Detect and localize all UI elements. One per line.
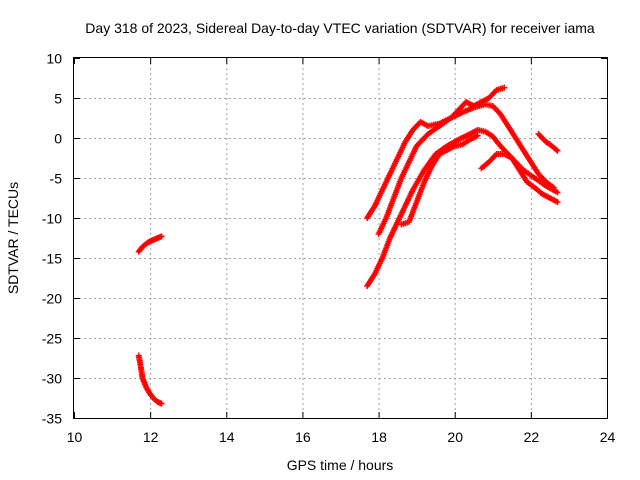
- grid: [74, 58, 607, 418]
- x-tick-label: 10: [67, 429, 83, 445]
- data-marks: [135, 84, 561, 407]
- series-arc-8: [535, 131, 561, 154]
- y-tick-label: -20: [42, 291, 62, 307]
- y-tick-label: 10: [46, 51, 62, 67]
- x-tick-label: 22: [524, 429, 540, 445]
- axis-ticks: 10 12 14 16 18 20 22 24 -35 -30 -25 -20 -15 -10 -5 0 5 10: [42, 51, 616, 446]
- y-tick-label: -15: [42, 251, 62, 267]
- series-arc-1: [135, 233, 165, 255]
- x-axis-label: GPS time / hours: [287, 457, 394, 473]
- data-point: [501, 84, 508, 91]
- data-point: [554, 199, 561, 205]
- y-tick-label: 0: [54, 131, 62, 147]
- series-arc-5: [375, 84, 508, 237]
- series-arc-7: [478, 151, 561, 205]
- series-arc-2: [135, 352, 165, 407]
- data-point: [158, 233, 165, 240]
- x-tick-label: 20: [447, 429, 463, 445]
- data-point: [158, 400, 165, 407]
- y-tick-label: -30: [42, 371, 62, 387]
- data-point: [554, 147, 561, 154]
- x-tick-label: 24: [600, 429, 616, 445]
- data-point: [474, 132, 481, 139]
- x-tick-label: 12: [143, 429, 159, 445]
- chart-title: Day 318 of 2023, Sidereal Day-to-day VTE…: [85, 20, 595, 36]
- y-tick-label: -10: [42, 211, 62, 227]
- y-tick-label: -25: [42, 331, 62, 347]
- plot-frame: [73, 57, 608, 419]
- series-arc-6: [398, 132, 481, 228]
- y-tick-label: -5: [50, 171, 63, 187]
- y-tick-label: 5: [54, 91, 62, 107]
- y-axis-label: SDTVAR / TECUs: [5, 182, 21, 294]
- x-tick-label: 14: [219, 429, 235, 445]
- x-tick-label: 16: [295, 429, 311, 445]
- x-tick-label: 18: [371, 429, 387, 445]
- y-tick-label: -35: [42, 411, 62, 427]
- data-point: [554, 189, 561, 196]
